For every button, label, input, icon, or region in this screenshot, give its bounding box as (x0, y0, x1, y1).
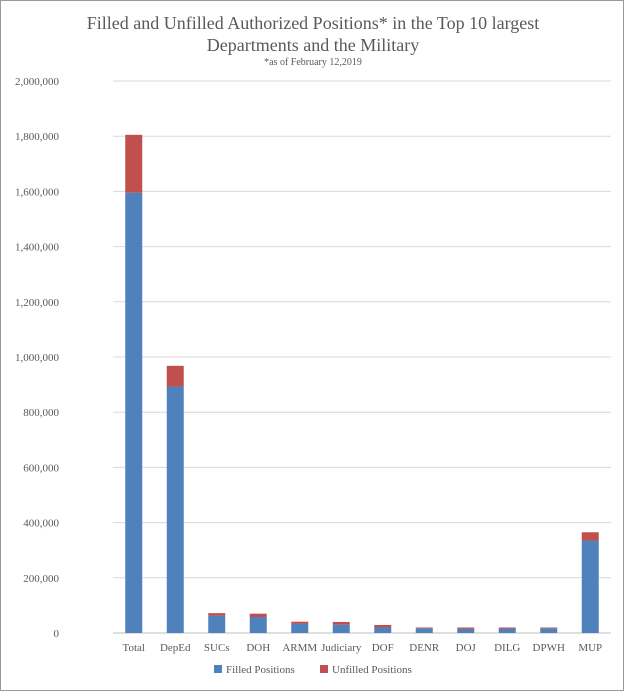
y-tick-label: 800,000 (23, 407, 59, 419)
bar-unfilled-doh (249, 613, 267, 617)
bar-unfilled-dpwh (540, 627, 558, 629)
x-tick-label: Total (123, 642, 145, 654)
chart-title-line-2: Departments and the Military (207, 35, 419, 55)
x-tick-label: DPWH (533, 642, 565, 654)
y-tick-label: 1,200,000 (15, 297, 60, 309)
bar-filled-total (125, 192, 143, 633)
y-tick-label: 2,000,000 (15, 76, 60, 88)
x-tick-label: DOF (372, 642, 394, 654)
x-tick-label: ARMM (282, 642, 317, 654)
bar-unfilled-dof (374, 624, 392, 628)
bar-filled-dof (374, 627, 392, 633)
gridlines (113, 80, 611, 634)
bar-unfilled-doj (457, 627, 475, 629)
bar-filled-denr (415, 628, 433, 633)
bar-filled-sucs (208, 615, 226, 633)
x-tick-label: DepEd (160, 642, 191, 654)
bar-filled-deped (166, 386, 184, 633)
y-tick-label: 1,400,000 (15, 242, 60, 254)
bar-unfilled-deped (166, 365, 184, 387)
y-tick-label: 1,600,000 (15, 186, 60, 198)
bar-unfilled-sucs (208, 613, 226, 616)
y-tick-label: 600,000 (23, 462, 59, 474)
bar-filled-mup (581, 540, 599, 633)
legend-label-unfilled: Unfilled Positions (332, 664, 412, 676)
bar-filled-judiciary (332, 624, 350, 633)
y-tick-label: 0 (54, 628, 60, 640)
chart-subtitle: *as of February 12,2019 (264, 57, 362, 68)
legend-label-filled: Filled Positions (226, 664, 295, 676)
bar-filled-dilg (498, 628, 516, 633)
y-tick-label: 400,000 (23, 518, 59, 530)
legend-swatch-filled (214, 665, 222, 673)
bars (125, 134, 599, 633)
bar-unfilled-judiciary (332, 621, 350, 625)
y-tick-label: 200,000 (23, 573, 59, 585)
legend-swatch-unfilled (320, 665, 328, 673)
bar-filled-doh (249, 616, 267, 633)
legend: Filled Positions Unfilled Positions (214, 664, 412, 676)
y-axis-tick-labels: 0 200,000 400,000 600,000 800,000 1,000,000 1,… (15, 76, 60, 640)
bar-unfilled-mup (581, 532, 599, 541)
y-tick-label: 1,000,000 (15, 352, 60, 364)
chart-title-line-1: Filled and Unfilled Authorized Positions… (87, 13, 540, 33)
bar-unfilled-armm (291, 621, 309, 624)
bar-filled-armm (291, 623, 309, 633)
bar-filled-doj (457, 628, 475, 633)
y-tick-label: 1,800,000 (15, 131, 60, 143)
x-tick-label: SUCs (204, 642, 230, 654)
bar-unfilled-denr (415, 627, 433, 629)
x-tick-label: DENR (409, 642, 440, 654)
x-tick-label: DOH (246, 642, 270, 654)
bar-unfilled-total (125, 134, 143, 193)
bar-unfilled-dilg (498, 627, 516, 629)
x-tick-label: DOJ (456, 642, 477, 654)
x-axis-tick-labels: Total DepEd SUCs DOH ARMM Judiciary DOF DENR DOJ… (123, 642, 603, 654)
bar-filled-dpwh (540, 628, 558, 633)
x-tick-label: DILG (494, 642, 520, 654)
x-tick-label: MUP (578, 642, 602, 654)
x-tick-label: Judiciary (321, 642, 362, 654)
